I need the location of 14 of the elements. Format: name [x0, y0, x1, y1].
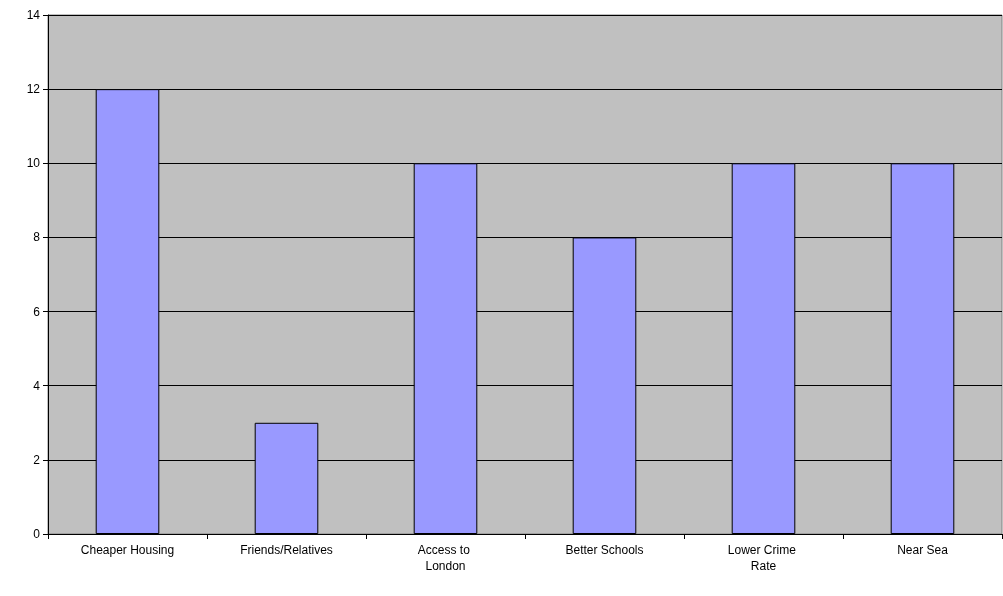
y-tick-label: 6 [33, 304, 41, 319]
y-tick-label: 0 [33, 527, 41, 541]
x-tick-label: Friends/Relatives [240, 543, 333, 557]
x-tick-label: Lower Crime Rate [727, 543, 800, 573]
y-tick-label: 8 [33, 230, 41, 245]
y-tick-label: 12 [26, 82, 41, 97]
y-tick-label: 4 [33, 378, 41, 393]
x-tick-label: Cheaper Housing [80, 543, 175, 557]
y-tick-label: 14 [26, 8, 41, 22]
y-tick-label: 10 [26, 156, 41, 171]
y-tick-label: 2 [33, 452, 41, 467]
x-tick-label: Near Sea [897, 543, 949, 557]
x-tick-label: Access to London [417, 543, 474, 573]
x-tick-label: Better Schools [565, 543, 644, 557]
